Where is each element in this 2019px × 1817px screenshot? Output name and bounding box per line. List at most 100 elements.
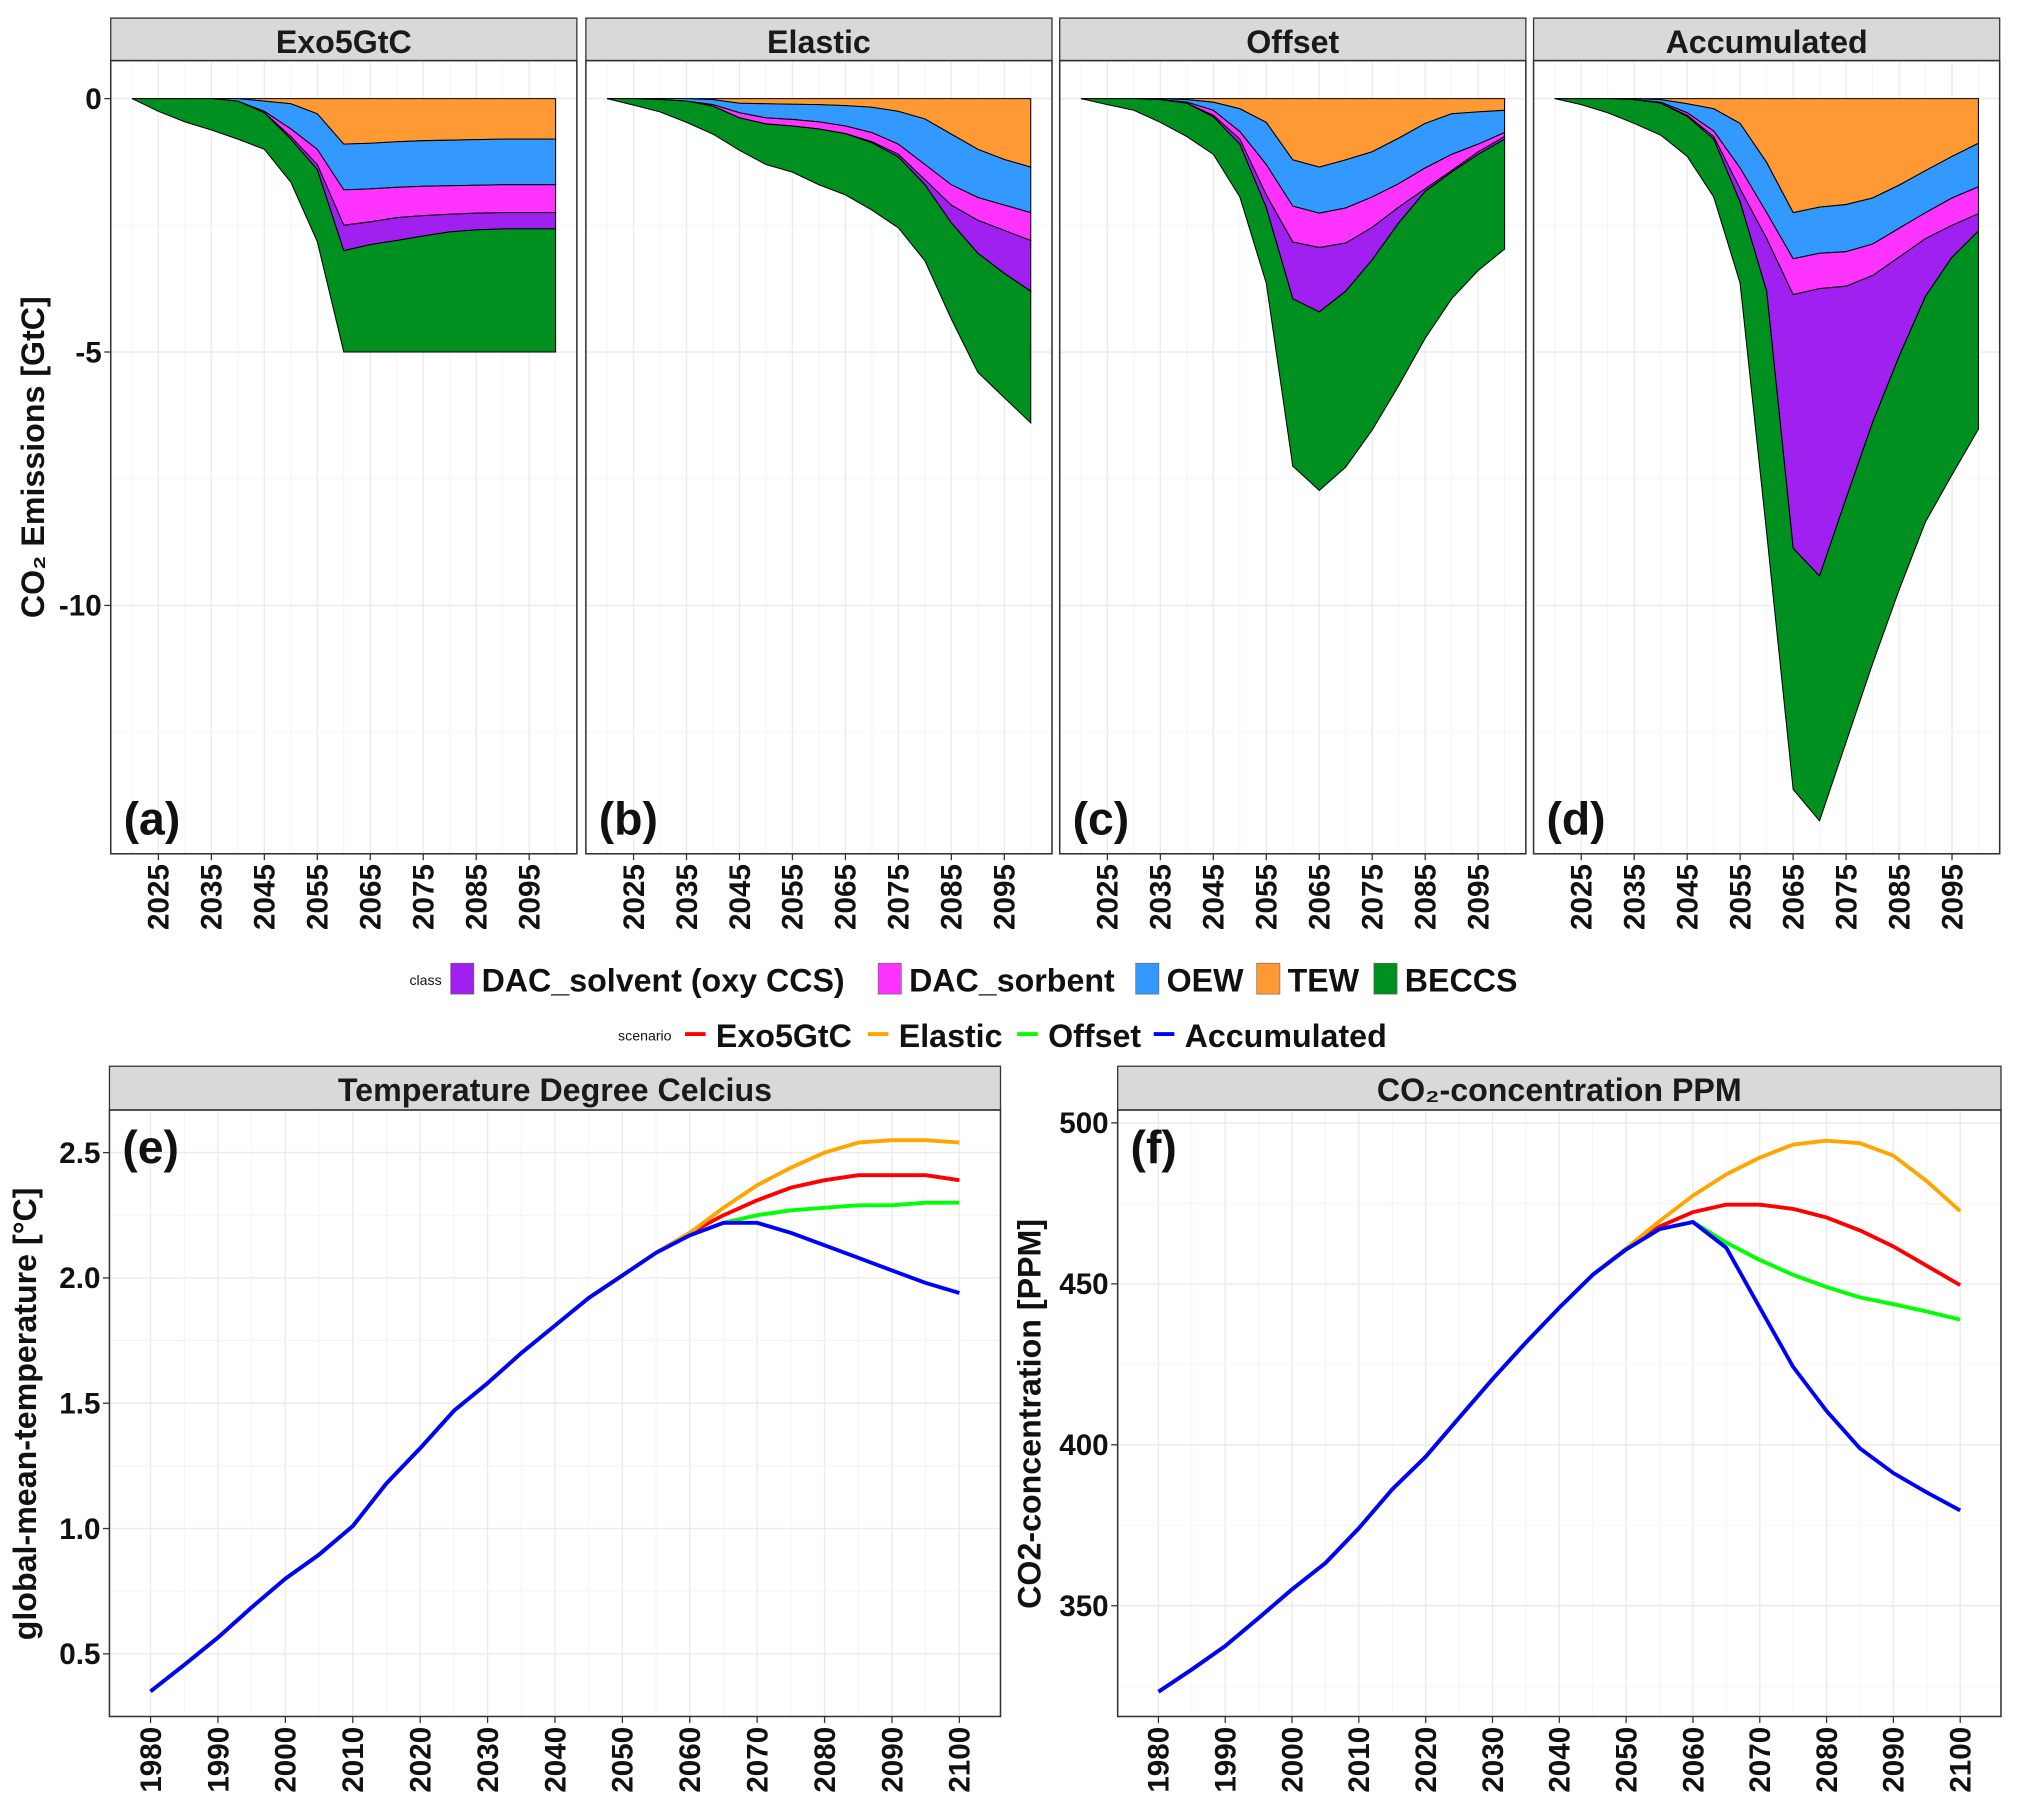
panel-elastic: Elastic (b) 2025 2035 2045 2055 2065 2075 2085 20…	[585, 17, 1053, 930]
x-tick-label: 2045	[249, 864, 282, 930]
y-tick-label: 2.5	[59, 1137, 100, 1170]
legend-label: DAC_sorbent	[909, 963, 1115, 999]
panel-temperature: Temperature Degree Celcius (e) 1980 1990 200…	[7, 1065, 1002, 1793]
x-tick-label: 2020	[1410, 1727, 1443, 1793]
x-tick-label: 2035	[671, 864, 704, 930]
x-tick-label: 2095	[1936, 864, 1969, 930]
y-axis-title: CO2-concentration [PPM]	[1011, 1219, 1047, 1609]
area-beccs	[1554, 98, 1979, 822]
legend-swatch	[1373, 962, 1398, 995]
x-tick-label: 2090	[1878, 1727, 1911, 1793]
y-tick-label: -5	[75, 336, 101, 369]
legend-label: DAC_solvent (oxy CCS)	[482, 963, 845, 999]
x-tick-label: 1990	[1210, 1727, 1243, 1793]
x-tick-label: 2095	[1462, 864, 1495, 930]
panel-frame	[109, 59, 578, 855]
legend-label: TEW	[1288, 963, 1360, 999]
x-tick-label: 2030	[1477, 1727, 1510, 1793]
legend-title: scenario	[618, 1028, 672, 1044]
line-accumulated	[1157, 1220, 1962, 1694]
panel-offset: Offset (c) 2025 2035 2045 2055 2065 2075 2085 209…	[1058, 17, 1527, 930]
panel-title: Exo5GtC	[276, 24, 412, 60]
panel-title: Offset	[1246, 24, 1339, 60]
x-tick-label: 2045	[1198, 864, 1231, 930]
x-tick-label: 2065	[830, 864, 863, 930]
x-tick-label: 2095	[513, 864, 546, 930]
y-tick-label: 1.0	[59, 1513, 100, 1546]
x-tick-label: 2060	[674, 1727, 707, 1793]
panel-title: CO₂-concentration PPM	[1377, 1072, 1742, 1108]
y-tick-label: 500	[1059, 1107, 1108, 1140]
legend-scenario: scenario Exo5GtC Elastic Offset Accumulated	[618, 1018, 1387, 1054]
x-tick-label: 2100	[944, 1727, 977, 1793]
x-tick-label: 2010	[1343, 1727, 1376, 1793]
panel-frame	[1058, 59, 1527, 855]
x-tick-label: 2070	[741, 1727, 774, 1793]
y-tick-label: 0.5	[59, 1638, 100, 1671]
x-tick-label: 2100	[1945, 1727, 1978, 1793]
x-tick-label: 2055	[1724, 864, 1757, 930]
panel-strip	[585, 17, 1053, 62]
panel-label: (d)	[1546, 792, 1605, 844]
panel-label: (e)	[122, 1121, 179, 1173]
legend-swatch	[877, 962, 902, 995]
legend-swatch	[1135, 962, 1160, 995]
panel-strip	[110, 17, 578, 62]
x-tick-label: 2020	[404, 1727, 437, 1793]
panel-strip	[1532, 17, 2001, 62]
line-accumulated	[149, 1220, 960, 1693]
x-tick-label: 2045	[724, 864, 757, 930]
y-tick-label: 350	[1059, 1590, 1108, 1623]
x-tick-label: 2035	[1619, 864, 1652, 930]
x-tick-label: 2075	[1357, 864, 1390, 930]
panel-label: (a)	[124, 792, 181, 844]
panel-frame	[1532, 59, 2001, 855]
panel-frame	[585, 59, 1053, 855]
legend-title: class	[409, 973, 441, 989]
x-tick-label: 2065	[1777, 864, 1810, 930]
x-tick-label: 1980	[1143, 1727, 1176, 1793]
legend-label: Offset	[1048, 1018, 1141, 1054]
x-tick-label: 2080	[1811, 1727, 1844, 1793]
area-beccs	[131, 98, 557, 353]
x-tick-label: 2050	[607, 1727, 640, 1793]
legend-swatch	[1256, 962, 1281, 995]
area-beccs	[606, 98, 1032, 425]
x-tick-label: 2085	[936, 864, 969, 930]
x-tick-label: 2055	[777, 864, 810, 930]
x-tick-label: 2075	[1830, 864, 1863, 930]
panel-accumulated: Accumulated (d) 2025 2035 2045 2055 2065 2075 20…	[1532, 17, 2001, 930]
y-axis-title: global-mean-temperature [°C]	[7, 1187, 43, 1640]
x-tick-label: 2025	[618, 864, 651, 930]
x-tick-label: 2095	[989, 864, 1022, 930]
panel-strip	[1059, 17, 1527, 62]
legend-label: Accumulated	[1185, 1018, 1387, 1054]
legend-label: BECCS	[1405, 963, 1518, 999]
panel-strip	[1117, 1065, 2002, 1111]
panel-label: (c)	[1073, 792, 1130, 844]
x-tick-label: 2030	[472, 1727, 505, 1793]
panel-title: Temperature Degree Celcius	[338, 1072, 772, 1108]
x-tick-label: 2060	[1677, 1727, 1710, 1793]
x-tick-label: 2090	[876, 1727, 909, 1793]
x-tick-label: 2085	[1883, 864, 1916, 930]
area-beccs	[1080, 98, 1506, 492]
y-tick-label: -10	[59, 590, 102, 623]
x-tick-label: 2025	[1566, 864, 1599, 930]
panel-label: (b)	[599, 792, 658, 844]
x-tick-label: 2035	[1145, 864, 1178, 930]
panel-strip	[108, 1065, 1002, 1111]
panel-label: (f)	[1131, 1121, 1177, 1173]
y-tick-label: 450	[1059, 1268, 1108, 1301]
legend-label: Exo5GtC	[716, 1018, 852, 1054]
legend-label: Elastic	[899, 1018, 1003, 1054]
y-tick-label: 0	[85, 83, 101, 116]
y-tick-label: 2.0	[59, 1262, 100, 1295]
legend-swatch	[450, 962, 475, 995]
panel-title: Accumulated	[1666, 24, 1868, 60]
x-tick-label: 2040	[1544, 1727, 1577, 1793]
x-tick-label: 2025	[1092, 864, 1125, 930]
panel-title: Elastic	[767, 24, 871, 60]
x-tick-label: 2010	[337, 1727, 370, 1793]
